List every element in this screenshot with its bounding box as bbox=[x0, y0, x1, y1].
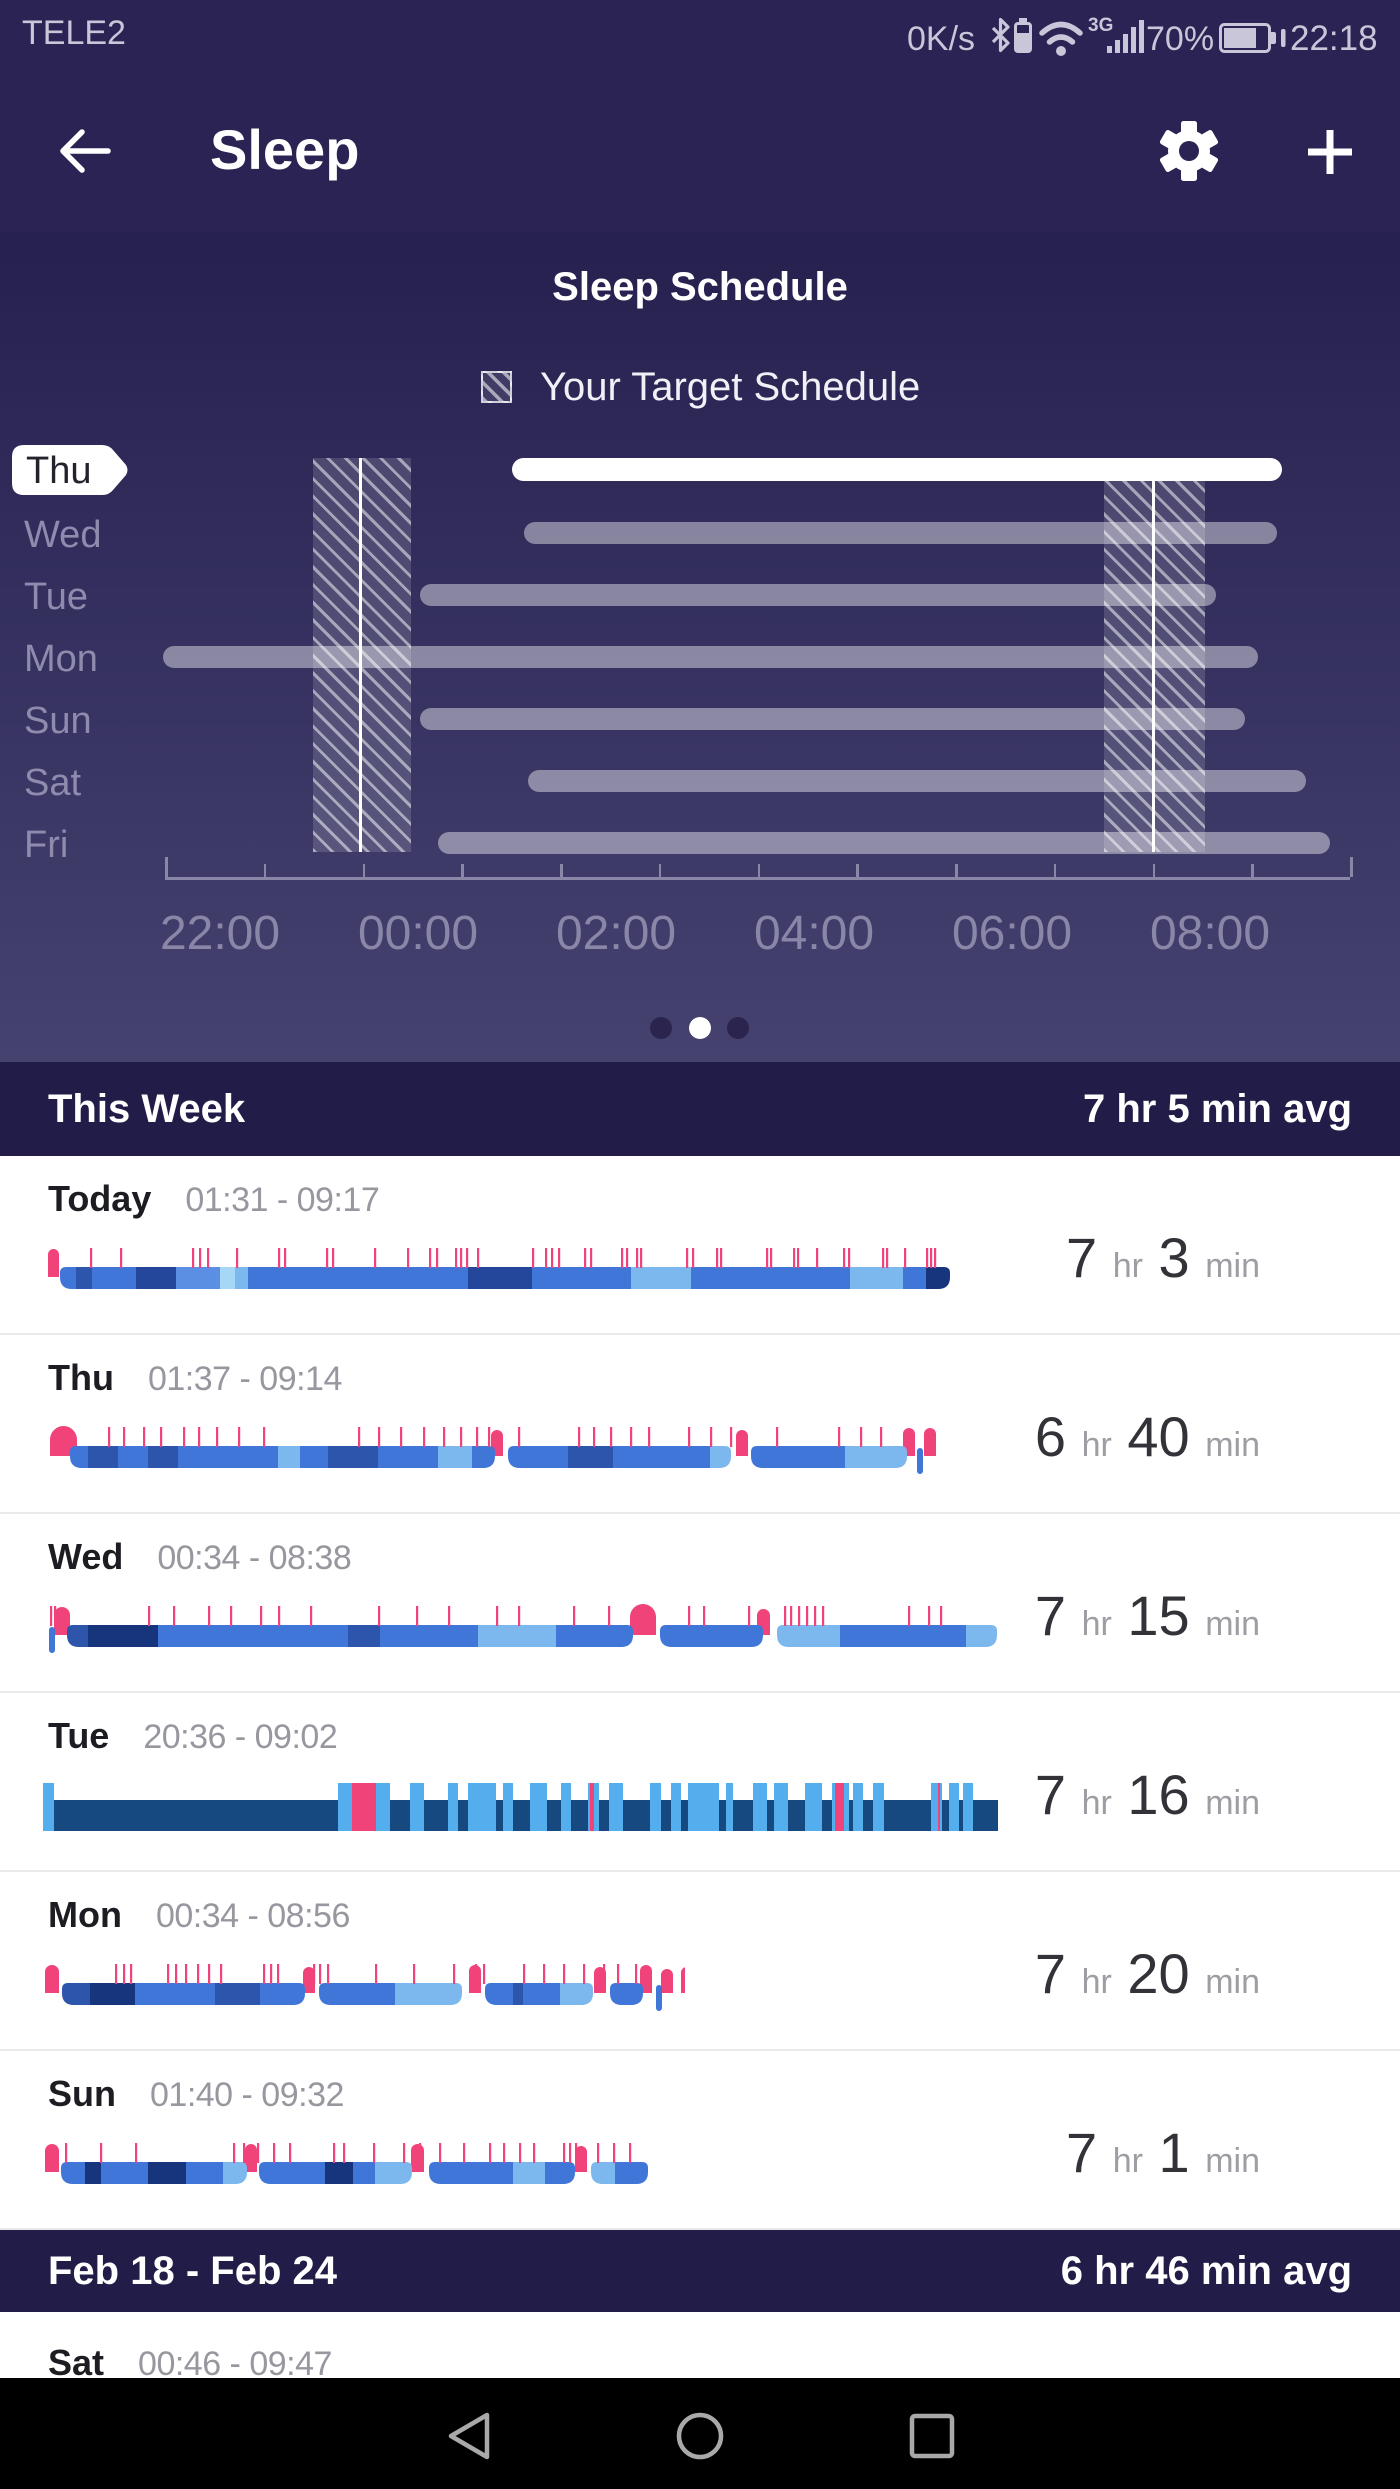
svg-text:0K/s: 0K/s bbox=[907, 20, 975, 58]
svg-text:3G: 3G bbox=[1088, 15, 1113, 36]
svg-text:70%: 70% bbox=[1146, 20, 1214, 58]
svg-text:22:18: 22:18 bbox=[1290, 19, 1378, 58]
svg-text:Thu: Thu bbox=[26, 450, 91, 492]
